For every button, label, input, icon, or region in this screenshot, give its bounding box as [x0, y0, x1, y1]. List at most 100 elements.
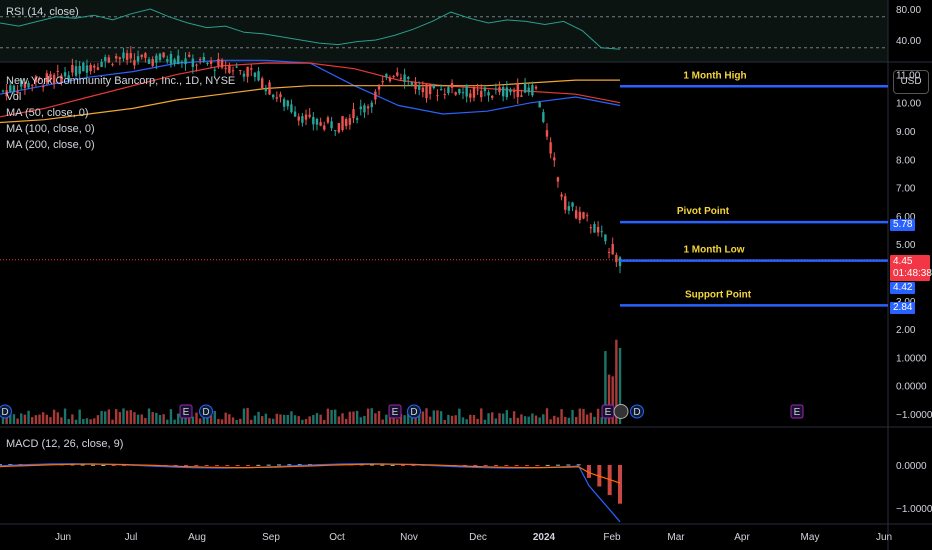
time-tick-label: May: [801, 532, 820, 543]
candle-body: [498, 87, 501, 93]
candle-body: [516, 84, 519, 97]
volume-bar: [147, 408, 151, 424]
support-price-badge: 2.84: [890, 302, 916, 314]
macd-histogram-bar: [483, 465, 488, 466]
volume-bar: [129, 410, 132, 424]
earnings-marker[interactable]: E: [179, 404, 193, 419]
volume-bar: [399, 413, 403, 424]
candle-body: [271, 94, 275, 98]
candle-body: [38, 77, 41, 80]
volume-bar: [63, 408, 67, 424]
volume-bar: [304, 418, 308, 424]
volume-bar: [82, 419, 85, 424]
volume-bar: [472, 415, 476, 424]
pivot-line-label: Pivot Point: [677, 206, 730, 217]
candle-body: [1, 90, 5, 92]
earnings-marker[interactable]: E: [601, 404, 615, 419]
dividend-marker[interactable]: D: [0, 404, 12, 419]
candle-body: [293, 111, 297, 117]
candle-body: [118, 57, 122, 59]
candle-body: [173, 59, 176, 64]
candle-body: [122, 52, 125, 59]
time-tick-label: Oct: [329, 532, 345, 543]
candle-body: [162, 52, 165, 58]
last-price: 4.45: [893, 256, 913, 267]
candle-body: [312, 116, 315, 125]
month-high-line-label: 1 Month High: [683, 70, 746, 81]
candle-body: [534, 86, 538, 89]
candle-body: [323, 125, 326, 130]
pivot-price: 5.78: [893, 219, 913, 230]
volume-bar: [100, 410, 103, 424]
volume-bar: [122, 408, 125, 424]
candle-body: [388, 77, 392, 82]
volume-bar: [104, 411, 107, 424]
candle-body: [209, 60, 213, 64]
volume-bar: [370, 408, 373, 424]
macd-histogram-bar: [215, 465, 219, 466]
volume-bar: [261, 416, 264, 424]
volume-bar: [501, 413, 505, 424]
currency-button[interactable]: USD: [893, 70, 929, 94]
candle-body: [319, 122, 322, 126]
volume-bar: [275, 413, 279, 424]
macd-histogram-bar: [225, 465, 230, 466]
candle-body: [239, 70, 242, 72]
candle-body: [494, 88, 498, 90]
main-legend[interactable]: New York Community Bancorp, Inc., 1D, NY…: [6, 73, 235, 153]
volume-bar: [571, 410, 574, 424]
ma200-label: MA (200, close, 0): [6, 139, 95, 151]
time-tick-label: Jun: [55, 532, 71, 543]
volume-bar: [315, 413, 319, 424]
macd-histogram-bar: [8, 464, 13, 466]
dividend-marker-circle: [0, 404, 12, 419]
candle-body: [491, 95, 494, 98]
candle-body: [564, 196, 567, 210]
volume-bar: [23, 414, 27, 424]
volume-bar: [334, 409, 337, 424]
candle-body: [447, 87, 450, 94]
candle-body: [228, 65, 231, 73]
volume-bar: [516, 417, 519, 424]
candle-body: [140, 54, 143, 57]
volume-bar: [41, 412, 45, 424]
volume-bar: [85, 418, 89, 424]
volume-bar: [9, 414, 12, 424]
volume-bar: [191, 416, 195, 424]
volume-bar: [436, 410, 439, 424]
dividend-marker[interactable]: D: [407, 404, 421, 419]
candle-body: [480, 90, 483, 98]
earnings-marker[interactable]: E: [388, 404, 402, 419]
earnings-marker[interactable]: E: [790, 404, 804, 419]
macd-tick-label: −1.0000: [896, 504, 932, 515]
volume-bar: [93, 418, 96, 424]
volume-bar: [118, 412, 122, 424]
macd-histogram-bar: [111, 465, 116, 466]
volume-bar: [487, 413, 490, 424]
candle-body: [191, 58, 195, 67]
candle-body: [304, 114, 308, 120]
candle-body: [217, 58, 220, 66]
candle-body: [549, 142, 552, 154]
price-tick-label: 10.00: [896, 99, 921, 110]
volume-bar: [494, 418, 498, 424]
rsi-legend[interactable]: RSI (14, close): [6, 4, 79, 20]
candle-body: [52, 74, 56, 84]
volume-bar: [224, 412, 227, 424]
volume-bar: [447, 414, 450, 424]
candle-body: [352, 109, 355, 119]
dividend-marker[interactable]: D: [630, 404, 644, 419]
candle-body: [414, 82, 417, 90]
candle-body: [574, 210, 578, 219]
candle-body: [250, 68, 253, 70]
candle-body: [425, 84, 428, 99]
candle-body: [129, 53, 132, 59]
dividend-marker[interactable]: D: [199, 404, 213, 419]
volume-bar: [611, 376, 614, 424]
volume-bar: [253, 415, 257, 424]
volume-bar: [20, 413, 23, 424]
macd-legend[interactable]: MACD (12, 26, close, 9): [6, 436, 123, 452]
candle-body: [286, 100, 289, 107]
candle-body: [71, 64, 74, 73]
volume-bar: [560, 409, 563, 424]
